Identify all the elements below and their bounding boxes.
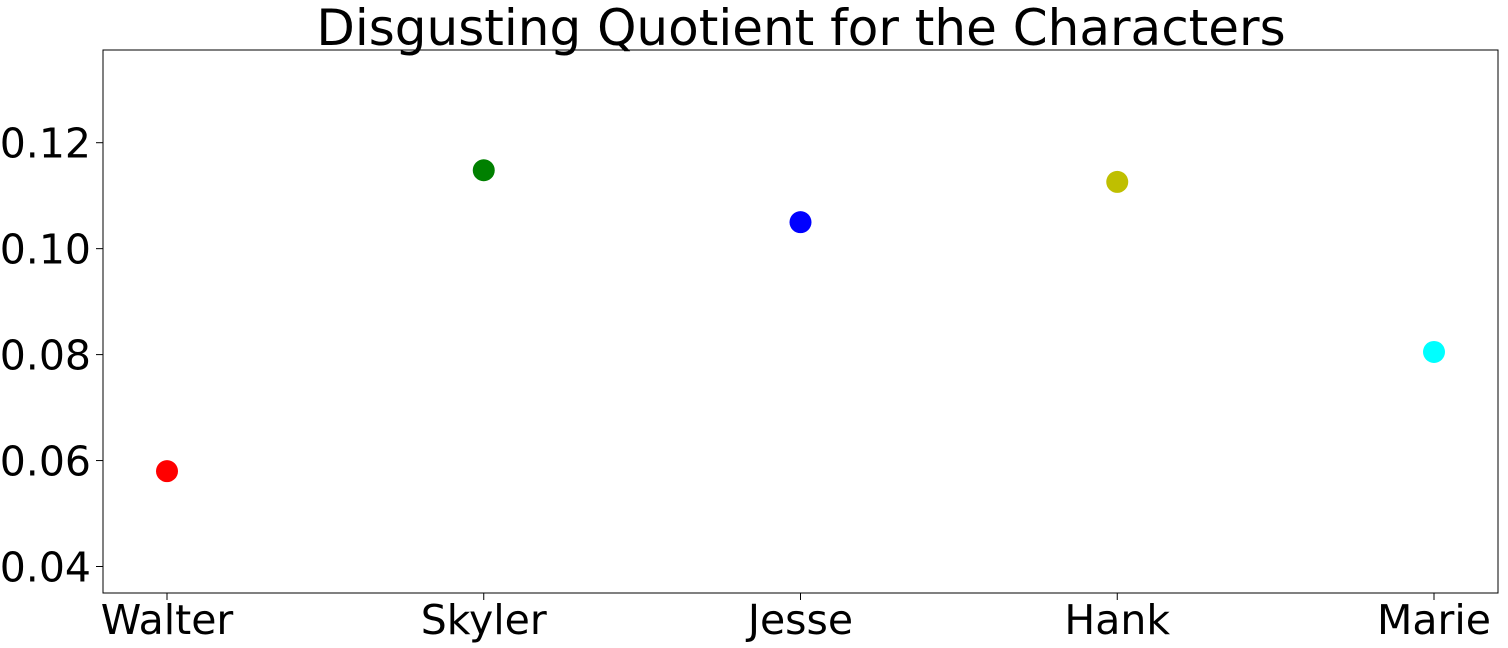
x-tick-label-skyler: Skyler: [421, 596, 547, 644]
data-point-jesse: [789, 211, 812, 234]
y-tick-label: 0.10: [0, 226, 91, 274]
chart-title: Disgusting Quotient for the Characters: [316, 0, 1285, 57]
x-axis: Walter Skyler Jesse Hank Marie: [101, 593, 1491, 644]
y-tick-label: 0.08: [0, 332, 91, 380]
plot-frame: [102, 49, 1499, 594]
y-tick-label: 0.12: [0, 120, 91, 168]
x-tick-label-jesse: Jesse: [745, 596, 853, 644]
x-tick-label-marie: Marie: [1377, 596, 1491, 644]
data-point-hank: [1106, 170, 1129, 193]
y-tick-label: 0.06: [0, 438, 91, 486]
y-tick-label: 0.04: [0, 544, 91, 592]
x-tick-label-hank: Hank: [1064, 596, 1170, 644]
data-point-walter: [156, 460, 178, 483]
y-axis: 0.04 0.06 0.08 0.10 0.12: [0, 120, 103, 592]
data-point-marie: [1423, 340, 1445, 363]
data-points: [156, 159, 1445, 483]
x-tick-label-walter: Walter: [101, 596, 234, 644]
data-point-skyler: [472, 159, 495, 182]
